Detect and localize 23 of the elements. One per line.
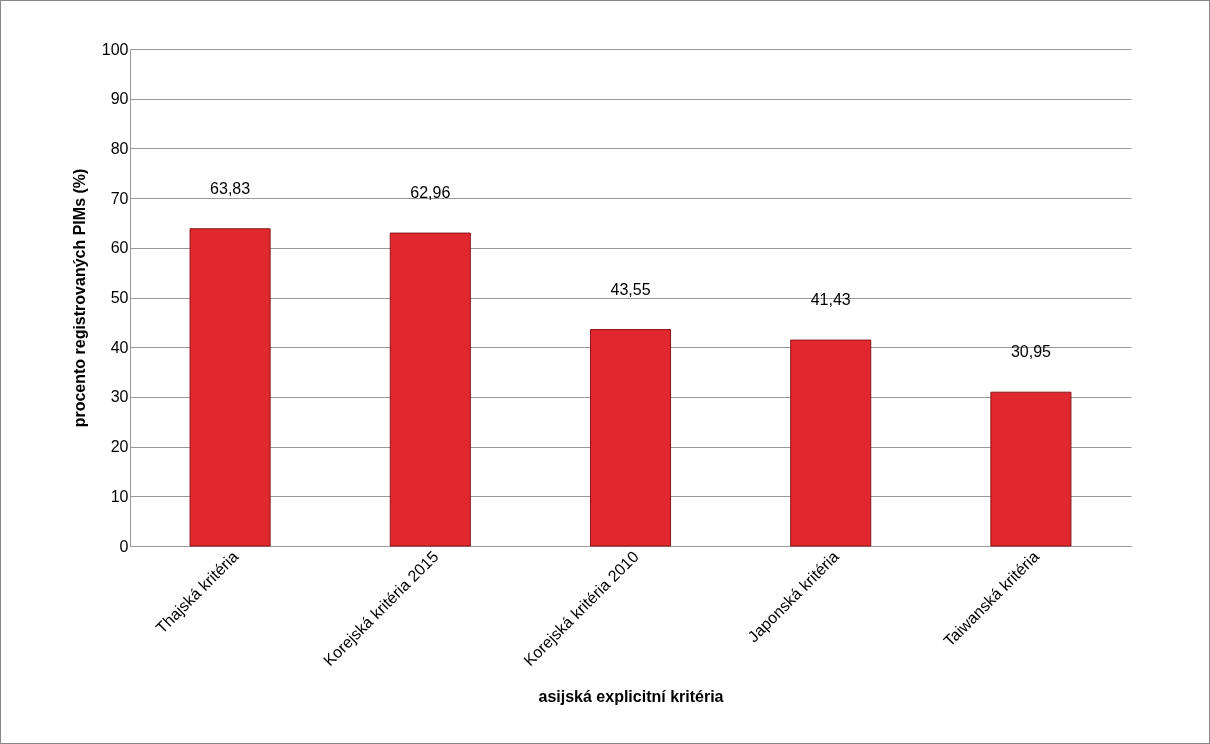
bar xyxy=(790,339,872,547)
data-label: 41,43 xyxy=(810,291,851,309)
x-axis-title: asijská explicitní kritéria xyxy=(538,688,724,706)
bar xyxy=(589,329,672,547)
y-tick-label: 20 xyxy=(110,438,129,456)
data-label: 30,95 xyxy=(1010,343,1052,361)
y-tick-label: 80 xyxy=(110,139,129,157)
data-label: 62,96 xyxy=(410,184,451,202)
y-tick-label: 30 xyxy=(110,388,129,406)
bar xyxy=(189,228,271,547)
data-label: 63,83 xyxy=(210,179,251,197)
y-tick-label: 70 xyxy=(110,189,129,207)
y-tick-label: 50 xyxy=(110,289,129,306)
y-tick-label: 10 xyxy=(110,487,129,505)
bar xyxy=(389,232,471,547)
y-axis-title: procento registrovaných PIMs (%) xyxy=(70,168,88,428)
data-label: 43,55 xyxy=(610,280,651,298)
y-tick-label: 0 xyxy=(119,537,129,555)
bar xyxy=(990,391,1072,547)
y-tick-label: 40 xyxy=(110,338,129,356)
y-tick-label: 100 xyxy=(101,40,129,58)
y-tick-label: 60 xyxy=(110,239,129,257)
y-tick-label: 90 xyxy=(110,90,129,108)
